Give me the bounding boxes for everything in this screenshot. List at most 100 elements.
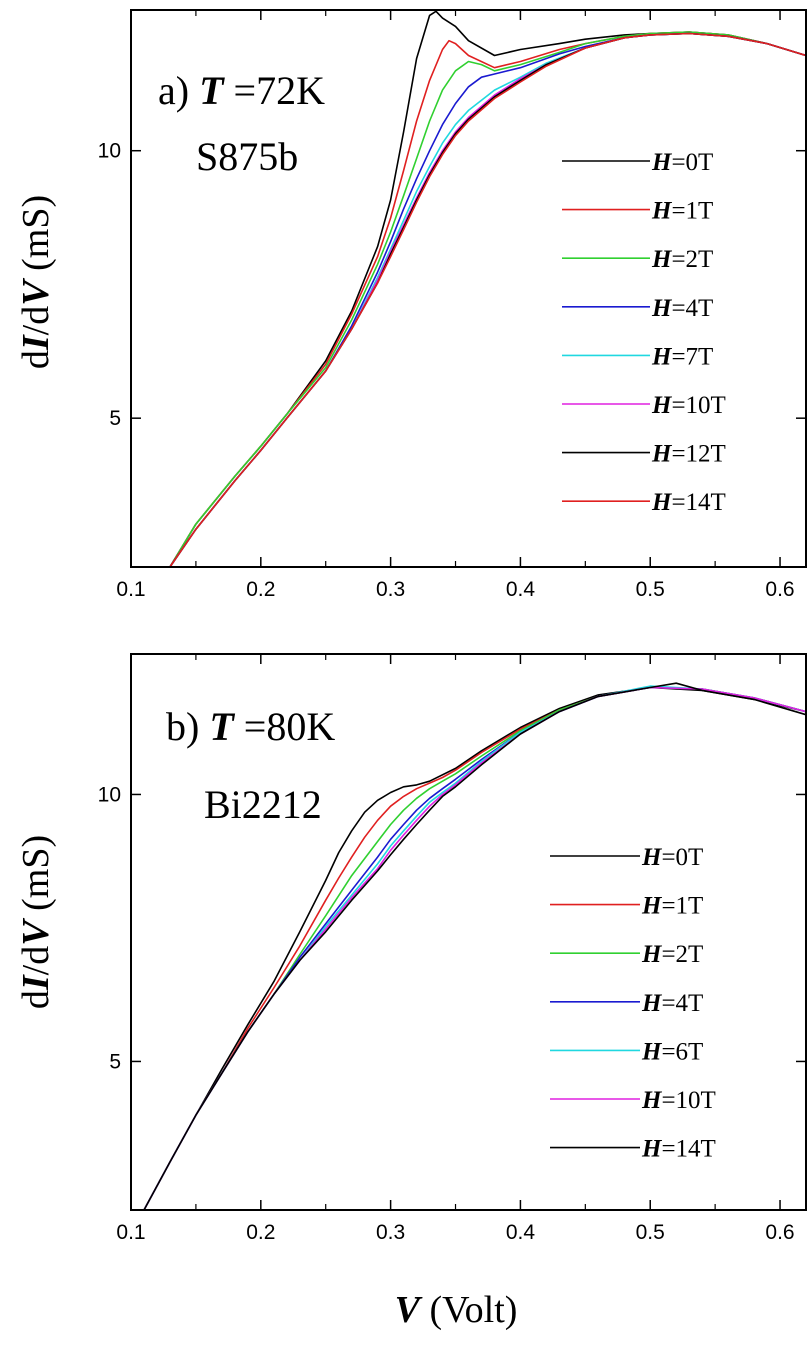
legend-label: H=7T — [651, 343, 713, 370]
y-tick-label: 5 — [109, 407, 121, 430]
y-axis-title-unit: (mS) — [15, 835, 57, 921]
temperature-value: =72K — [224, 68, 326, 113]
y-axis-title: dI/dV (mS) — [15, 835, 57, 1009]
y-axis-title-prefix: d — [15, 350, 57, 369]
legend-field-symbol: H — [641, 1136, 663, 1163]
legend-field-value: =0T — [661, 844, 703, 871]
legend-field-value: =1T — [671, 198, 713, 225]
legend-label: H=6T — [641, 1038, 703, 1065]
temperature-value: =80K — [234, 704, 336, 749]
x-tick-label: 0.6 — [765, 578, 794, 601]
y-axis-title-mid: /d — [15, 306, 57, 336]
series-group — [143, 682, 807, 1211]
series-line-h-14t — [169, 32, 807, 568]
legend-label: H=2T — [641, 941, 703, 968]
svg-text:dI/dV (mS): dI/dV (mS) — [15, 835, 57, 1009]
legend-field-value: =2T — [671, 246, 713, 273]
legend-label: H=4T — [641, 990, 703, 1017]
series-line-h-0t — [143, 686, 807, 1211]
y-axis-title-current-symbol: I — [15, 334, 57, 351]
legend-field-symbol: H — [651, 392, 673, 419]
legend-field-symbol: H — [651, 343, 673, 370]
legend-field-value: =10T — [671, 392, 725, 419]
x-axis-title: V (Volt) — [395, 1289, 518, 1331]
legend-label: H=14T — [641, 1136, 716, 1163]
legend-label: H=10T — [641, 1087, 716, 1114]
series-group — [169, 10, 807, 568]
legend-label: H=0T — [651, 149, 713, 176]
series-line-h-2t — [169, 31, 807, 568]
legend-field-value: =1T — [661, 893, 703, 920]
legend-field-symbol: H — [641, 941, 663, 968]
x-axis-title-unit: (Volt) — [420, 1289, 517, 1331]
legend-label: H=1T — [641, 893, 703, 920]
plot-frame — [130, 9, 807, 568]
legend-field-value: =6T — [661, 1038, 703, 1065]
panel-annotation: a) T =72K — [158, 68, 325, 113]
panel-annotation-prefix: b) — [166, 704, 209, 749]
legend-label: H=10T — [651, 392, 726, 419]
y-axis-title-current-symbol: I — [15, 974, 57, 991]
x-tick-label: 0.3 — [376, 1221, 405, 1244]
legend-field-symbol: H — [651, 149, 673, 176]
x-tick-label: 0.4 — [506, 1221, 536, 1244]
x-tick-label: 0.3 — [376, 578, 405, 601]
x-tick-label: 0.6 — [765, 1221, 794, 1244]
legend-field-symbol: H — [651, 198, 673, 225]
x-tick-label: 0.5 — [636, 578, 665, 601]
panel-a: dI/dV (mS) a) T =72K S875b 0.1 0.2 0.3 0.4 0… — [15, 9, 807, 601]
legend-field-symbol: H — [641, 1038, 663, 1065]
x-tick-label: 0.2 — [246, 1221, 275, 1244]
legend-field-value: =14T — [671, 489, 725, 516]
legend-field-value: =14T — [661, 1136, 715, 1163]
legend-field-symbol: H — [641, 893, 663, 920]
legend-field-value: =7T — [671, 343, 713, 370]
legend-field-symbol: H — [641, 990, 663, 1017]
legend-field-symbol: H — [651, 441, 673, 468]
sample-label: S875b — [196, 134, 298, 179]
x-tick-label: 0.4 — [506, 578, 536, 601]
legend-field-symbol: H — [651, 246, 673, 273]
x-tick-label: 0.2 — [246, 578, 275, 601]
legend-field-symbol: H — [651, 489, 673, 516]
legend-label: H=14T — [651, 489, 726, 516]
panel-annotation-prefix: a) — [158, 68, 199, 113]
plot-frame — [130, 653, 807, 1211]
x-tick-label: 0.5 — [636, 1221, 665, 1244]
y-tick-label: 10 — [98, 783, 121, 806]
legend-field-symbol: H — [641, 844, 663, 871]
axis-ticks: 0.1 0.2 0.3 0.4 0.5 0.6 5 10 — [98, 654, 806, 1244]
legend-field-symbol: H — [651, 295, 673, 322]
y-axis-title-mid: /d — [15, 946, 57, 976]
panel-annotation: b) T =80K — [166, 704, 335, 749]
x-tick-label: 0.1 — [116, 1221, 145, 1244]
temperature-symbol: T — [209, 704, 235, 749]
temperature-symbol: T — [199, 68, 225, 113]
legend-label: H=12T — [651, 441, 726, 468]
x-axis-title-symbol: V — [395, 1289, 423, 1331]
axis-ticks: 0.1 0.2 0.3 0.4 0.5 0.6 5 10 — [98, 10, 806, 601]
legend-label: H=1T — [651, 198, 713, 225]
svg-text:dI/dV (mS): dI/dV (mS) — [15, 195, 57, 369]
legend-label: H=0T — [641, 844, 703, 871]
series-line-h-14t — [143, 682, 807, 1211]
legend-label: H=4T — [651, 295, 713, 322]
y-tick-label: 10 — [98, 140, 121, 163]
legend-field-value: =12T — [671, 441, 725, 468]
legend-field-value: =0T — [671, 149, 713, 176]
y-axis-title-prefix: d — [15, 990, 57, 1009]
sample-label: Bi2212 — [204, 782, 322, 827]
y-axis-title-voltage-symbol: V — [15, 278, 57, 306]
y-axis-title-voltage-symbol: V — [15, 918, 57, 946]
x-tick-label: 0.1 — [116, 578, 145, 601]
y-axis-title: dI/dV (mS) — [15, 195, 57, 369]
legend-field-symbol: H — [641, 1087, 663, 1114]
y-axis-title-unit: (mS) — [15, 195, 57, 281]
legend-field-value: =4T — [661, 990, 703, 1017]
panel-b: dI/dV (mS) b) T =80K Bi2212 0.1 0.2 0.3 0.4… — [15, 653, 807, 1244]
legend-label: H=2T — [651, 246, 713, 273]
y-tick-label: 5 — [109, 1050, 121, 1073]
